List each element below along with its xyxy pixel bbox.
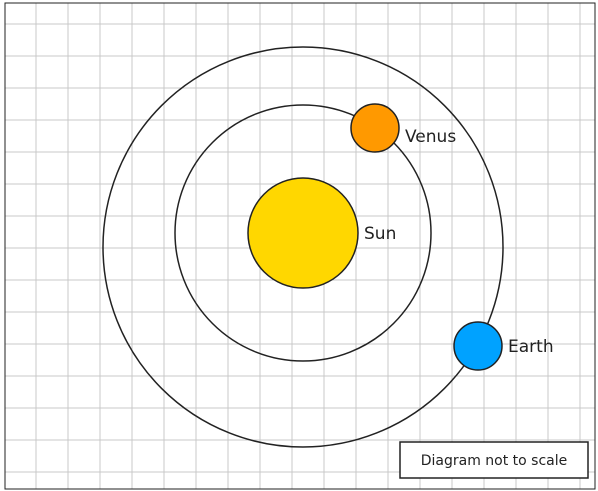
- earth: [453, 321, 503, 371]
- frame: [4, 2, 596, 490]
- note: Diagram not to scale: [421, 453, 568, 469]
- note-box: [399, 441, 589, 479]
- sun-label: Sun: [364, 224, 396, 244]
- earth-label: Earth: [508, 337, 554, 357]
- earth-orbit: [102, 46, 504, 448]
- venus-orbit: [174, 104, 432, 362]
- venus-label: Venus: [405, 127, 456, 147]
- sun: [247, 177, 359, 289]
- venus: [350, 103, 400, 153]
